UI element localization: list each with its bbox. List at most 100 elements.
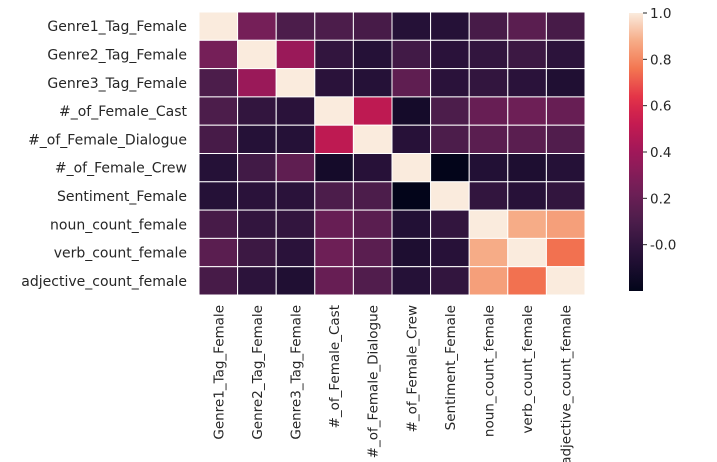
heatmap-cell [314,209,354,239]
heatmap-cell [468,237,509,268]
row-label: Sentiment_Female [57,189,187,205]
heatmap-cell [352,39,393,70]
heatmap-cell [352,11,393,41]
heatmap-cell [314,68,354,98]
row-label: verb_count_female [54,246,187,262]
heatmap-cell [237,181,277,211]
heatmap-cell [468,124,509,154]
heatmap-cell [391,11,432,41]
heatmap-cell [198,124,239,154]
heatmap-cell [237,68,277,98]
heatmap-cell [391,68,432,98]
heatmap-cell [314,96,354,126]
heatmap-cell [468,11,509,41]
heatmap-cell [275,11,316,41]
heatmap-cell [391,39,432,70]
heatmap-cell [545,237,586,268]
heatmap-cell [430,237,470,268]
heatmap-cell [545,181,586,211]
heatmap-cell [198,266,239,296]
heatmap-cell [545,153,586,183]
heatmap-cell [314,181,354,211]
heatmap-cell [352,237,393,268]
heatmap-cell [237,209,277,239]
heatmap-cell [507,39,547,70]
heatmap-cell [237,96,277,126]
heatmap-cell [198,96,239,126]
heatmap-cell [275,96,316,126]
column-label: #_of_Female_Dialogue [366,305,382,458]
heatmap-cell [545,68,586,98]
heatmap-cell [237,153,277,183]
heatmap-cell [198,237,239,268]
column-label: adjective_count_female [559,305,575,462]
heatmap-cell [430,181,470,211]
heatmap-cell [430,11,470,41]
heatmap-cell [275,266,316,296]
heatmap-cell [545,124,586,154]
heatmap-cell [198,181,239,211]
colorbar-tick-label: 0.6 [650,99,671,115]
row-label: Genre2_Tag_Female [47,47,187,63]
heatmap-cell [430,266,470,296]
heatmap-cell [314,266,354,296]
heatmap-cell [237,11,277,41]
row-label: Genre1_Tag_Female [47,19,187,35]
heatmap-cell [507,68,547,98]
heatmap-cell [391,96,432,126]
column-label: Genre3_Tag_Female [289,305,305,440]
heatmap-cell [507,181,547,211]
heatmap-cell [391,266,432,296]
heatmap-cell [430,39,470,70]
heatmap-cell [314,153,354,183]
heatmap-cell [198,39,239,70]
column-label: noun_count_female [482,305,498,437]
heatmap-cell [430,96,470,126]
heatmap-cell [430,153,470,183]
heatmap-cell [275,124,316,154]
row-label: #_of_Female_Cast [59,104,187,120]
heatmap-cell [314,124,354,154]
column-label: Sentiment_Female [443,305,459,430]
heatmap-cell [468,181,509,211]
heatmap-cell [507,237,547,268]
heatmap-cell [391,124,432,154]
colorbar-tick-label: 0.8 [650,52,671,68]
heatmap-cell [468,68,509,98]
heatmap-cell [237,124,277,154]
heatmap-cell [352,266,393,296]
colorbar-tick-label: 1.0 [650,6,671,22]
row-label: adjective_count_female [21,274,187,290]
heatmap-cell [468,39,509,70]
heatmap-cell [275,39,316,70]
heatmap-cell [507,96,547,126]
colorbar [629,13,643,291]
heatmap-cell [391,181,432,211]
heatmap-cell [352,124,393,154]
heatmap-cell [545,39,586,70]
heatmap-cell [430,68,470,98]
heatmap-cell [237,237,277,268]
heatmap-cell [430,209,470,239]
column-label: #_of_Female_Crew [404,305,420,432]
heatmap-cell [198,153,239,183]
heatmap-cell [391,209,432,239]
heatmap-cell [352,153,393,183]
heatmap-cell [352,181,393,211]
heatmap-cell [275,237,316,268]
heatmap-cell [430,124,470,154]
heatmap-cell [237,266,277,296]
heatmap-cell [468,96,509,126]
heatmap-cell [545,96,586,126]
heatmap-cell [391,153,432,183]
heatmap-cell [507,153,547,183]
heatmap-cell [391,237,432,268]
column-label: Genre2_Tag_Female [250,305,266,440]
heatmap-cell [352,209,393,239]
column-label: Genre1_Tag_Female [211,305,227,440]
heatmap-cell [468,209,509,239]
heatmap-cell [198,68,239,98]
colorbar-tick-label: -0.0 [650,238,676,254]
heatmap-cell [352,68,393,98]
